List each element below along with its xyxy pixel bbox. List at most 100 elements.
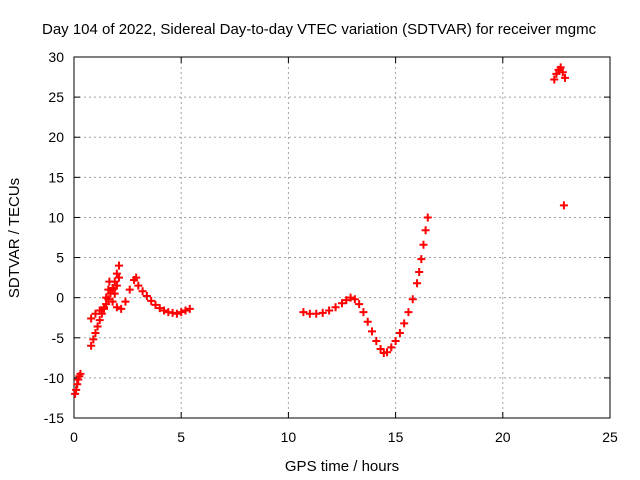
y-axis-label: SDTVAR / TECUs bbox=[6, 178, 23, 298]
data-point bbox=[112, 303, 121, 312]
x-axis-label: GPS time / hours bbox=[285, 458, 399, 475]
data-point bbox=[560, 73, 569, 82]
satellite-track-c bbox=[87, 273, 124, 323]
data-points bbox=[71, 63, 569, 398]
data-point bbox=[552, 69, 561, 78]
data-point bbox=[125, 285, 134, 294]
data-point bbox=[318, 308, 327, 317]
data-point bbox=[115, 261, 124, 270]
data-point bbox=[423, 213, 432, 222]
data-point bbox=[338, 299, 346, 308]
data-point bbox=[331, 303, 340, 312]
data-point bbox=[87, 314, 96, 323]
data-point bbox=[160, 306, 169, 315]
x-tick-label: 15 bbox=[388, 429, 404, 445]
y-tick-label: 0 bbox=[56, 290, 64, 306]
data-point bbox=[177, 308, 186, 317]
data-point bbox=[342, 296, 351, 305]
data-point bbox=[355, 300, 364, 309]
data-point bbox=[346, 293, 355, 302]
data-point bbox=[91, 328, 100, 337]
x-tick-label: 5 bbox=[177, 429, 185, 445]
satellite-track-f bbox=[550, 63, 569, 84]
x-tick-label: 10 bbox=[281, 429, 297, 445]
tick-layer: 0 5 10 15 20 25 -15 -10 -5 0 5 10 15 20 25 30 bbox=[44, 49, 618, 445]
grid-layer bbox=[74, 57, 610, 418]
data-point bbox=[419, 240, 428, 249]
data-point bbox=[115, 273, 124, 282]
data-point bbox=[76, 369, 85, 378]
data-point bbox=[100, 303, 109, 312]
data-point bbox=[413, 279, 422, 288]
y-tick-label: 5 bbox=[56, 250, 64, 266]
data-point bbox=[325, 306, 334, 315]
data-point bbox=[93, 322, 102, 331]
satellite-track-e bbox=[299, 213, 432, 358]
y-tick-label: 30 bbox=[48, 49, 64, 65]
data-point bbox=[417, 255, 426, 264]
satellite-track-g bbox=[559, 201, 568, 210]
y-tick-label: 10 bbox=[48, 209, 64, 225]
x-tick-label: 0 bbox=[70, 429, 78, 445]
plot-frame bbox=[73, 56, 611, 419]
data-point bbox=[95, 316, 104, 325]
data-point bbox=[408, 295, 417, 304]
data-point bbox=[105, 277, 114, 286]
data-point bbox=[110, 289, 119, 298]
data-point bbox=[117, 304, 126, 313]
data-point bbox=[87, 341, 96, 350]
data-point bbox=[95, 306, 104, 315]
data-point bbox=[172, 309, 181, 318]
y-tick-label: 25 bbox=[48, 89, 64, 105]
data-point bbox=[121, 297, 130, 306]
y-tick-label: 15 bbox=[48, 169, 64, 185]
data-point bbox=[89, 335, 98, 344]
satellite-track-d bbox=[108, 273, 194, 318]
data-point bbox=[556, 63, 565, 72]
data-point bbox=[415, 267, 424, 276]
data-point bbox=[372, 336, 381, 345]
data-point bbox=[108, 285, 117, 294]
data-point bbox=[559, 201, 568, 210]
data-point bbox=[73, 380, 82, 389]
data-point bbox=[91, 309, 100, 318]
data-point bbox=[181, 306, 190, 315]
data-point bbox=[558, 68, 567, 77]
data-point bbox=[108, 297, 117, 306]
x-tick-label: 20 bbox=[495, 429, 511, 445]
x-tick-label: 25 bbox=[602, 429, 618, 445]
data-point bbox=[102, 293, 111, 302]
data-point bbox=[134, 281, 143, 290]
data-point bbox=[185, 304, 194, 313]
y-tick-label: -5 bbox=[52, 330, 65, 346]
data-point bbox=[550, 75, 559, 84]
data-point bbox=[132, 273, 141, 282]
data-point bbox=[395, 328, 404, 337]
data-point bbox=[421, 226, 430, 235]
chart-title: Day 104 of 2022, Sidereal Day-to-day VTE… bbox=[42, 21, 597, 38]
data-point bbox=[72, 385, 81, 394]
data-point bbox=[400, 319, 409, 328]
y-tick-label: 20 bbox=[48, 129, 64, 145]
data-point bbox=[368, 327, 377, 336]
satellite-track-a bbox=[71, 369, 85, 398]
data-point bbox=[112, 281, 121, 290]
data-point bbox=[383, 348, 392, 357]
data-point bbox=[71, 389, 80, 398]
data-point bbox=[404, 308, 413, 317]
data-point bbox=[350, 295, 359, 304]
data-point bbox=[155, 304, 164, 313]
data-point bbox=[147, 296, 156, 305]
data-point bbox=[376, 345, 385, 354]
data-point bbox=[359, 308, 368, 317]
data-point bbox=[299, 308, 308, 317]
data-point bbox=[112, 269, 121, 278]
y-tick-label: -10 bbox=[44, 370, 64, 386]
data-point bbox=[142, 292, 151, 301]
data-point bbox=[387, 343, 396, 352]
data-point bbox=[151, 300, 160, 309]
data-point bbox=[138, 287, 147, 296]
y-tick-label: -15 bbox=[44, 410, 64, 426]
data-point bbox=[363, 317, 372, 326]
